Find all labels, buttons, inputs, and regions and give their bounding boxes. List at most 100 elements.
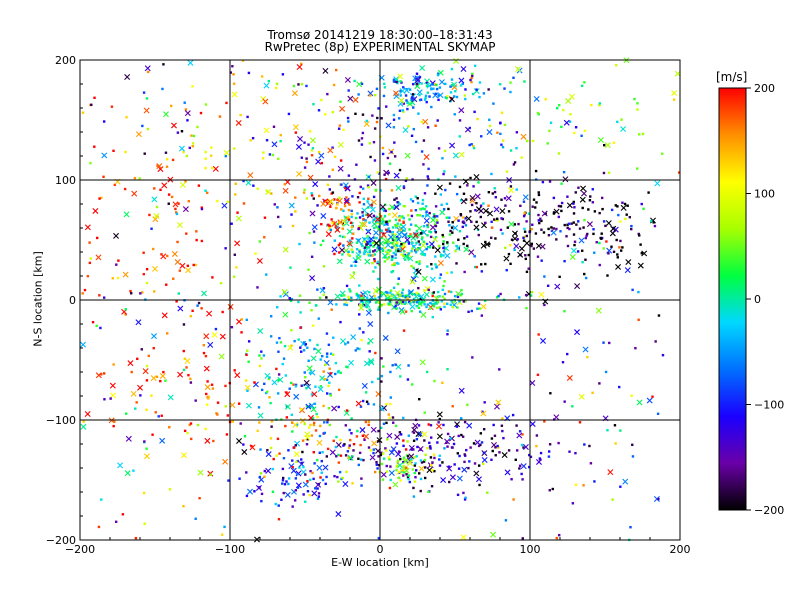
data-point [258,364,262,368]
data-point [371,380,374,384]
data-point [406,455,410,458]
data-point [355,163,358,166]
data-point [230,222,233,225]
data-point-cross [473,173,480,180]
data-point-cross [299,417,306,424]
data-point [125,116,128,119]
data-point-cross [308,402,315,409]
data-point [414,224,417,227]
data-point [337,405,340,409]
data-point [270,425,273,428]
data-point-cross [624,267,631,274]
data-point [337,369,340,373]
data-point [653,224,657,228]
data-point [245,471,248,474]
data-point [399,228,402,231]
data-point [343,443,346,446]
data-point-cross [135,319,142,326]
data-point [591,391,594,395]
data-point [538,457,542,460]
data-point [607,171,611,174]
data-point [90,103,93,107]
data-point [145,281,149,285]
data-point-cross [529,420,536,427]
data-point [102,296,106,299]
data-point [630,224,633,228]
data-point [507,210,511,213]
data-point [278,452,281,455]
data-point [344,454,348,457]
data-point [636,108,639,111]
data-point [516,237,519,241]
data-point [306,438,309,441]
data-point [418,262,421,265]
data-point-cross [368,359,375,366]
data-point [284,374,287,377]
data-point [499,132,502,136]
data-point [558,533,561,537]
data-point [308,371,312,375]
data-point [427,490,430,494]
data-point [522,200,526,203]
data-point [375,236,378,240]
data-point [100,498,103,501]
data-point [621,246,624,249]
data-point [365,119,368,123]
data-point [232,275,236,278]
data-point-cross [408,444,415,451]
data-point [574,451,577,455]
data-point-cross [151,333,157,340]
data-point-cross [311,490,318,497]
data-point-cross [371,440,378,447]
data-point [527,212,531,215]
data-point [385,228,388,232]
data-point [479,263,483,266]
data-point [426,245,430,249]
data-point [267,79,271,83]
data-point [292,84,296,88]
data-point [310,149,314,152]
data-point [165,165,169,168]
data-point [289,266,292,269]
data-point [268,396,271,399]
data-point [269,437,273,440]
data-point [574,191,577,194]
data-point [388,486,392,490]
data-point [394,424,398,428]
x-tick-label: −100 [215,543,245,556]
data-point [463,420,467,424]
data-point [162,370,165,374]
data-point [368,142,372,145]
data-point [398,109,402,113]
data-point [418,98,422,102]
data-point [453,299,457,303]
data-point-cross [207,341,214,348]
data-point [111,277,114,280]
data-point [420,82,423,85]
data-point [480,135,483,138]
data-point [415,82,419,86]
data-point [141,291,144,294]
data-point [260,499,263,503]
data-point-cross [563,119,570,126]
data-point [435,87,439,91]
data-point [325,352,329,355]
data-point-cross [125,435,132,442]
data-point [603,143,606,147]
data-point [612,250,616,254]
data-point [546,284,550,287]
data-point [303,371,306,374]
data-point [322,370,325,373]
data-point [358,191,361,195]
data-point [318,296,322,300]
data-point [419,489,422,493]
y-tick-label: −100 [46,414,76,427]
data-point [133,176,137,180]
data-point [316,487,319,490]
data-point [338,251,341,254]
data-point-cross [309,275,316,282]
data-point [270,420,274,423]
data-point-cross [432,92,439,99]
data-point [420,301,424,304]
data-point [394,248,398,251]
